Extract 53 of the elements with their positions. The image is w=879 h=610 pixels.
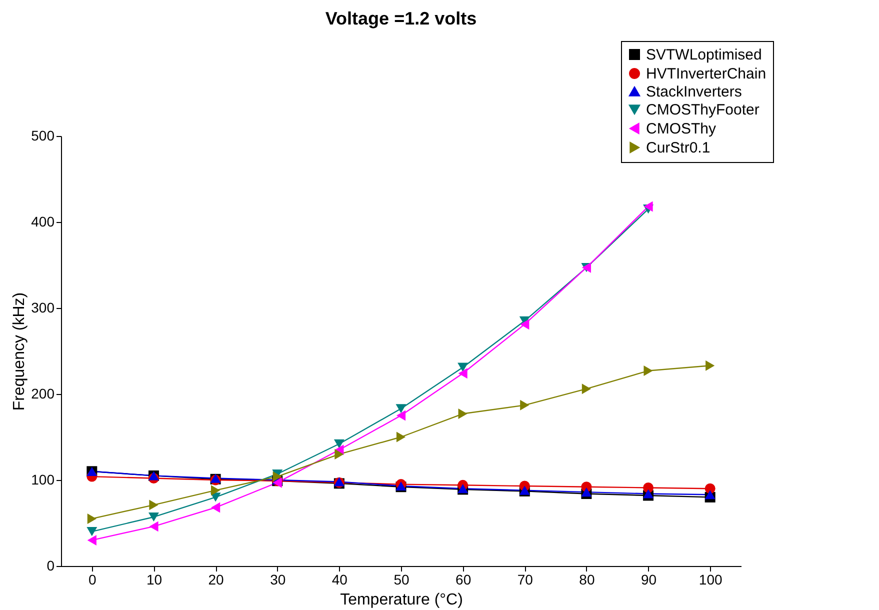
x-axis-title: Temperature (°C) [340, 592, 463, 608]
x-tick-label: 90 [640, 572, 657, 588]
y-tick-label: 300 [31, 300, 55, 316]
point [211, 485, 220, 496]
y-tick-label: 400 [31, 214, 55, 230]
point [87, 534, 96, 546]
point [704, 483, 716, 494]
legend-label: SVTWLoptimised [646, 46, 762, 64]
point [396, 410, 406, 421]
point [86, 527, 98, 536]
point [520, 319, 530, 330]
point [149, 500, 158, 510]
chart-title: Voltage =1.2 volts [325, 8, 477, 28]
point [643, 489, 654, 498]
point [644, 201, 653, 212]
x-tick-label: 10 [146, 572, 162, 588]
x-tick-label: 0 [88, 572, 97, 588]
x-tick-label: 70 [517, 572, 534, 588]
x-tick-label: 20 [208, 572, 224, 588]
point [272, 471, 282, 482]
point [334, 439, 344, 448]
legend-label: CurStr0.1 [646, 140, 710, 156]
point [704, 490, 716, 500]
legend-label: CMOSThy [646, 120, 717, 138]
point [149, 521, 158, 532]
point [706, 360, 715, 371]
point [643, 482, 654, 493]
legend-label: StackInverters [646, 84, 742, 100]
y-tick-label: 500 [31, 128, 55, 144]
legend-label: HVTInverterChain [646, 66, 766, 82]
x-tick-label: 60 [456, 572, 472, 588]
y-tick-label: 0 [46, 558, 55, 574]
x-tick-label: 50 [394, 572, 410, 588]
x-tick-label: 40 [332, 572, 348, 588]
y-axis-title: Frequency (kHz) [11, 292, 28, 411]
point [87, 513, 96, 524]
x-tick-label: 30 [270, 572, 286, 588]
point [582, 384, 591, 394]
legend-label: CMOSThyFooter [646, 102, 760, 118]
point [644, 366, 653, 376]
x-tick-label: 80 [579, 572, 595, 588]
point [211, 502, 220, 513]
point [334, 448, 344, 460]
point [458, 368, 468, 379]
y-tick-label: 200 [31, 386, 55, 402]
x-tick-label: 100 [698, 572, 722, 588]
point [458, 362, 468, 372]
y-tick-label: 100 [31, 472, 55, 488]
point [396, 432, 406, 442]
point [396, 404, 406, 414]
point [458, 408, 468, 420]
point [148, 512, 159, 522]
point [520, 400, 530, 410]
